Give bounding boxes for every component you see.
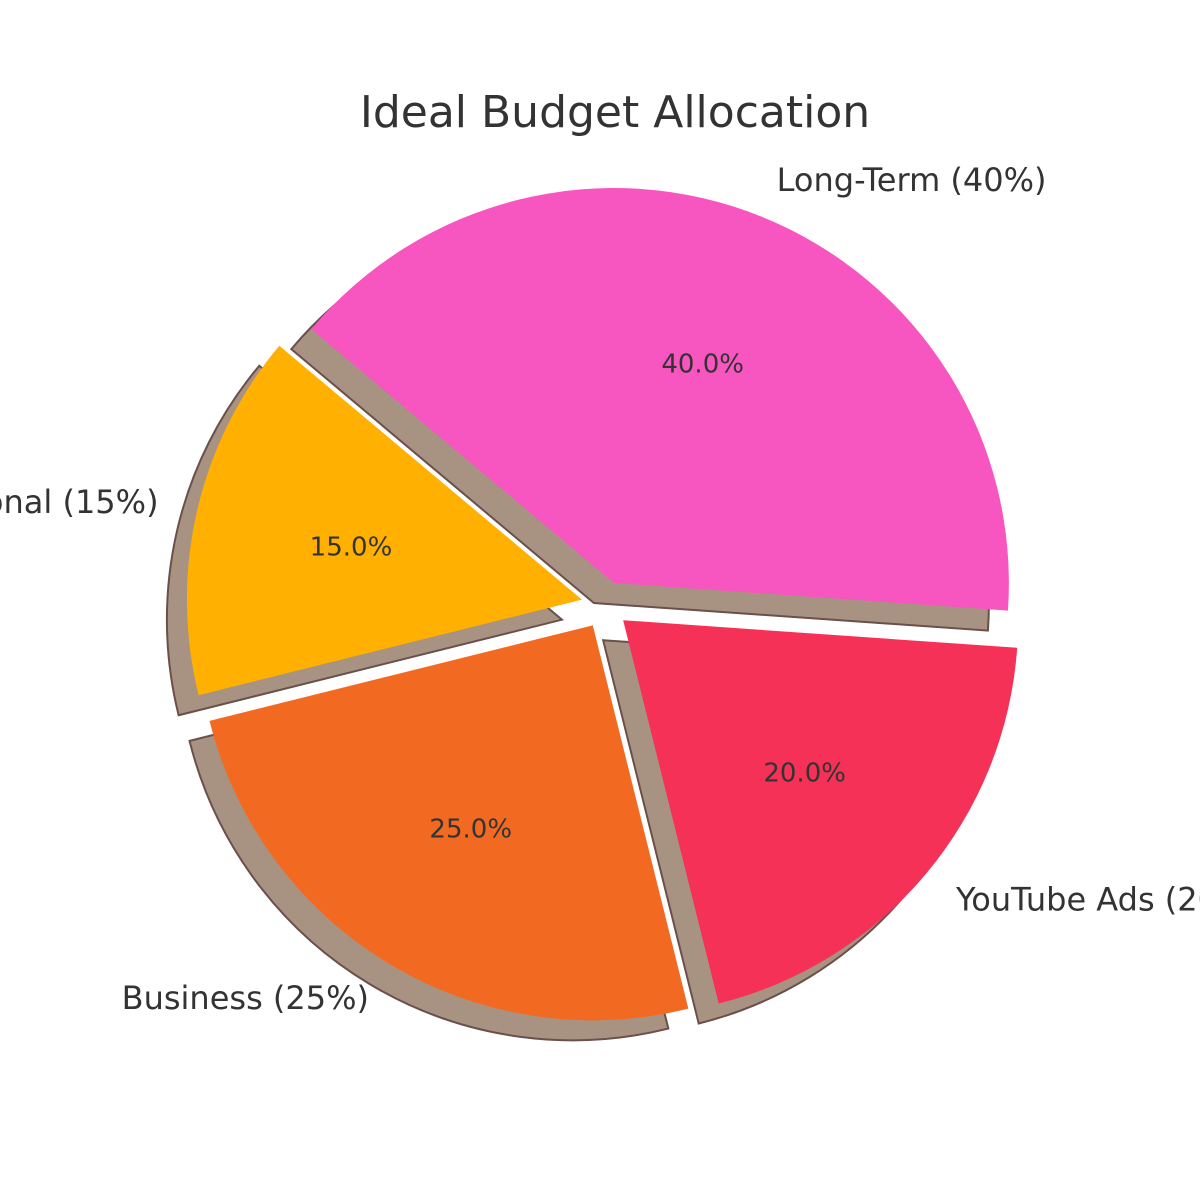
slice-labels: 40.0% Long-Term (40%) 20.0% YouTube Ads (20… [0,161,1200,1017]
pct-label-longterm: 40.0% [661,349,744,379]
slices [186,188,1018,1021]
slice-label-youtube: YouTube Ads (20%) [955,881,1200,919]
slice-label-business: Business (25%) [122,979,369,1017]
pct-label-business: 25.0% [429,814,512,844]
pie-slice-personal [186,345,582,696]
chart-title: Ideal Budget Allocation [360,87,870,138]
pie-slice-youtube [623,620,1018,1004]
pie-slice-longterm [311,188,1009,611]
pct-label-youtube: 20.0% [763,759,846,789]
pie-slice-business [209,625,689,1021]
slice-label-longterm: Long-Term (40%) [777,161,1047,199]
pct-label-personal: 15.0% [310,532,393,562]
slice-label-personal: Personal (15%) [0,483,159,521]
